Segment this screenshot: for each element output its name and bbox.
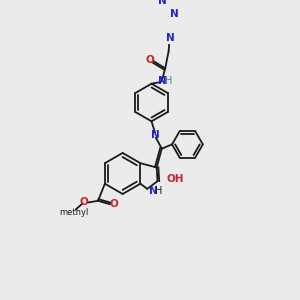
Text: O: O xyxy=(146,55,154,65)
Text: N: N xyxy=(158,76,167,86)
Text: O: O xyxy=(110,199,118,209)
Text: N: N xyxy=(158,0,167,6)
Text: O: O xyxy=(80,197,89,207)
Text: H: H xyxy=(155,186,162,196)
Text: H: H xyxy=(165,76,172,86)
Text: N: N xyxy=(149,186,158,196)
Text: OH: OH xyxy=(167,174,184,184)
Text: methyl: methyl xyxy=(59,208,89,217)
Text: N: N xyxy=(151,130,159,140)
Text: N: N xyxy=(166,32,175,43)
Text: N: N xyxy=(170,9,179,19)
